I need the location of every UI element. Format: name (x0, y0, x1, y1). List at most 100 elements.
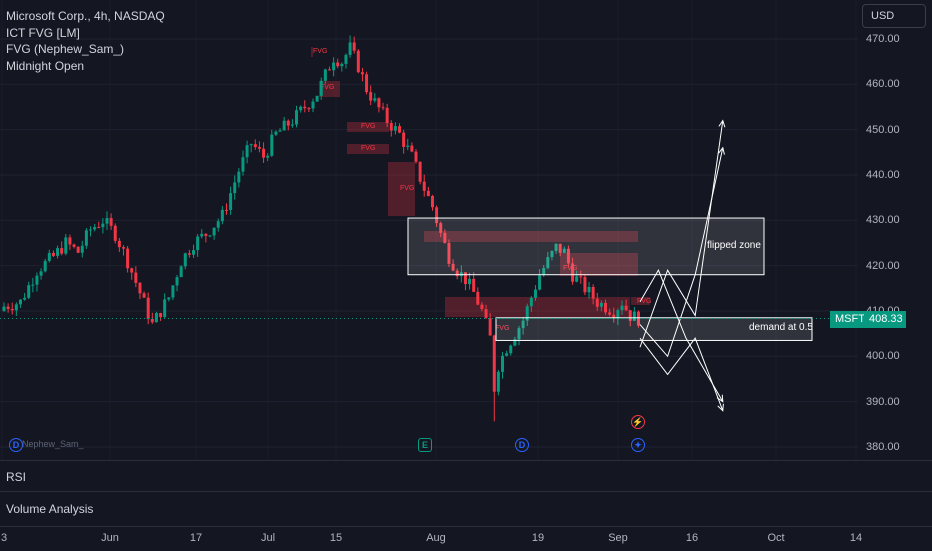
price-tick-label: 470.00 (866, 33, 900, 45)
candle-body (595, 298, 599, 307)
fvg-box (319, 81, 340, 97)
candle-body (599, 302, 603, 307)
candle-body (229, 193, 233, 210)
candle-body (554, 243, 558, 252)
candle-body (546, 257, 550, 268)
candle-body (373, 98, 377, 101)
candle-body (608, 312, 612, 315)
fvg-boxes: FVG FVG FVG FVG FVG FVG FVG FVG (311, 47, 651, 332)
candle-body (97, 227, 101, 229)
symbol-title[interactable]: Microsoft Corp., 4h, NASDAQ (6, 9, 165, 23)
candle-body (558, 243, 562, 253)
candle-body (64, 237, 68, 254)
fvg-box (347, 144, 389, 154)
fvg-label: FVG (313, 48, 327, 55)
fvg-box (424, 231, 638, 242)
candle-body (278, 130, 282, 132)
price-tick-label: 440.00 (866, 168, 900, 181)
projection-down-scenario-2 (639, 269, 724, 402)
volume-pane-label[interactable]: Volume Analysis (6, 502, 94, 516)
candle-body (352, 42, 356, 51)
rsi-pane-label[interactable]: RSI (6, 470, 27, 484)
candle-body (72, 244, 76, 247)
candle-body (257, 146, 261, 149)
time-tick-label: 19 (531, 532, 545, 544)
candle-body (117, 240, 121, 248)
candle-body (505, 353, 509, 356)
candle-body (134, 272, 138, 283)
demand-label: demand at 0.5 (749, 322, 813, 333)
time-axis[interactable]: 3 Jun 17 Jul 15 Aug 19 Sep 16 Oct 14 (0, 526, 932, 551)
candle-body (459, 272, 463, 277)
candle-body (501, 355, 505, 372)
split-lightning-icon[interactable]: ⚡ (631, 415, 645, 429)
candle-body (443, 232, 447, 243)
candle-body (571, 263, 575, 282)
earnings-icon[interactable]: E (418, 438, 432, 452)
candle-body (402, 132, 406, 147)
candle-body (84, 230, 88, 246)
candle-body (183, 253, 187, 267)
candle-body (237, 171, 241, 183)
candle-body (430, 195, 434, 208)
dividend-icon[interactable]: D (9, 438, 23, 452)
price-tick-label: 450.00 (866, 123, 900, 136)
projection-down-scenario-1 (639, 337, 724, 411)
candle-body (35, 275, 39, 285)
candle-body (422, 181, 426, 191)
candle-body (628, 310, 632, 321)
fvg-box (347, 122, 389, 132)
dividend-icon-aug[interactable]: D (515, 438, 529, 452)
time-tick-label: Jun (101, 532, 119, 544)
candle-body (410, 145, 414, 152)
dividend-source-label: Nephew_Sam_ (22, 439, 84, 449)
candle-body (142, 293, 146, 298)
candle-body (369, 92, 373, 101)
candle-body (270, 134, 274, 156)
indicator-midnight-open[interactable]: Midnight Open (6, 58, 85, 73)
candle-body (10, 309, 14, 311)
indicator-ict-fvg[interactable]: ICT FVG [LM] (6, 25, 80, 40)
fvg-label: FVG (637, 298, 651, 305)
candle-body (159, 312, 163, 318)
rsi-pane-separator[interactable] (0, 460, 932, 461)
candle-body (517, 328, 521, 340)
candle-body (204, 233, 208, 236)
candle-body (208, 235, 212, 237)
candle-body (323, 69, 327, 81)
candle-body (39, 271, 43, 276)
arrow-head (717, 403, 724, 412)
candle-body (113, 225, 117, 241)
candle-body (109, 218, 113, 226)
fvg-label: FVG (563, 265, 577, 272)
current-price-tag: 408.33 (864, 311, 906, 328)
candle-body (6, 306, 10, 310)
candle-body (636, 311, 640, 326)
projection-arrows (639, 119, 726, 412)
candle-body (513, 339, 517, 346)
symbol-tag: MSFT (830, 311, 870, 328)
candle-body (451, 263, 455, 271)
candle-body (426, 190, 430, 196)
projection-up-scenario-2 (639, 147, 724, 358)
indicator-fvg-nephew[interactable]: FVG (Nephew_Sam_) (6, 42, 125, 56)
candle-body (533, 289, 537, 298)
volume-pane-separator[interactable] (0, 491, 932, 492)
currency-button[interactable]: USD (862, 4, 926, 28)
candle-body (220, 209, 224, 222)
candle-body (31, 284, 35, 286)
time-tick-label: Oct (767, 532, 785, 544)
candle-body (295, 110, 299, 125)
candle-body (179, 266, 183, 278)
candle-body (463, 272, 467, 285)
candle-body (327, 69, 331, 71)
projection-up-scenario-1 (639, 120, 724, 348)
price-tick-label: 430.00 (866, 214, 900, 227)
future-event-icon[interactable]: ✦ (631, 438, 645, 452)
candle-body (241, 157, 245, 172)
price-tick-label: 420.00 (866, 259, 900, 272)
candle-body (249, 144, 253, 146)
candle-body (216, 221, 220, 228)
candle-body (624, 305, 628, 311)
